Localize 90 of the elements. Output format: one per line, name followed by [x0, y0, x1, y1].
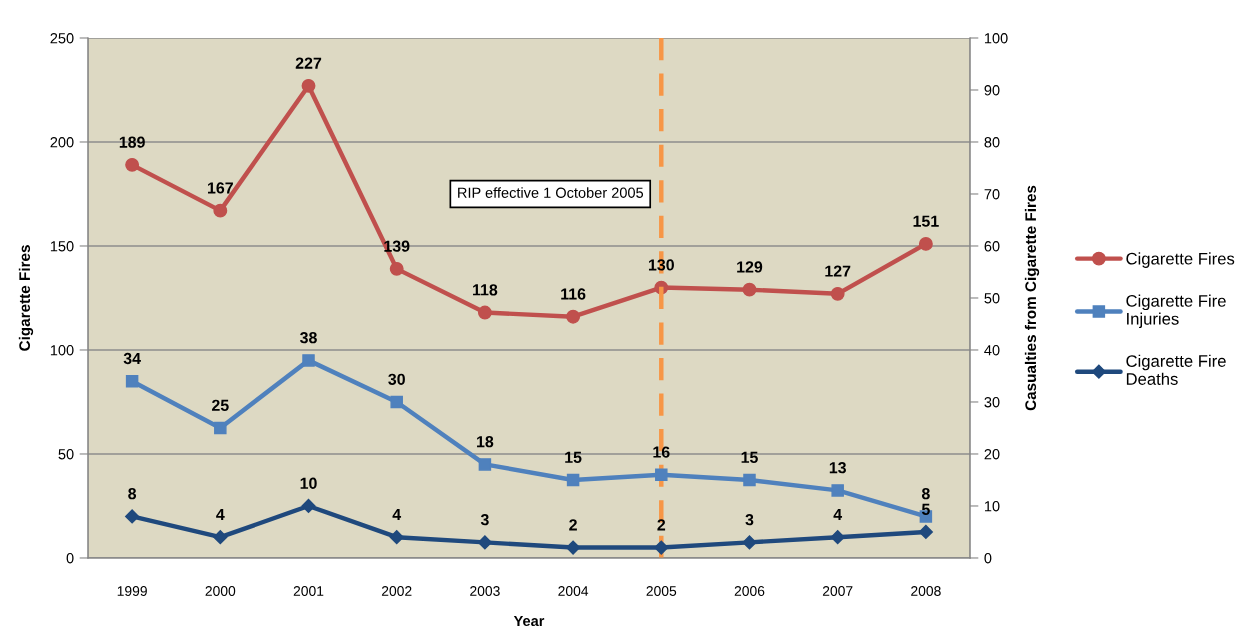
point [389, 261, 404, 276]
x-tick-label: 2008 [911, 586, 941, 596]
data-label: 116 [561, 288, 586, 300]
data-label: 3 [745, 514, 754, 526]
x-tick-label: 1999 [117, 586, 147, 596]
data-label: 129 [737, 261, 763, 273]
point [125, 374, 139, 388]
y2-tick-label: 10 [984, 501, 1000, 512]
data-label: 30 [388, 373, 405, 385]
point [742, 282, 757, 297]
x-tick-label: 2005 [646, 586, 677, 596]
data-label: 18 [477, 436, 494, 448]
data-label: 15 [565, 451, 582, 463]
x-tick-label: 2000 [205, 586, 236, 596]
y2-axis-title: Casualties from Cigarette Fires [1024, 185, 1040, 411]
point [477, 535, 492, 550]
point [566, 473, 580, 487]
point [830, 530, 845, 545]
point [830, 286, 845, 301]
point [478, 458, 492, 471]
point [125, 509, 140, 524]
legend-label: Cigarette Fire Injuries [1126, 294, 1226, 329]
y-axis-title: Cigarette Fires [18, 245, 34, 351]
data-label: 2 [657, 519, 666, 531]
point [301, 78, 316, 93]
data-label: 5 [921, 503, 930, 515]
legend-label: Cigarette Fire Deaths [1126, 354, 1226, 385]
y2-tick-label: 70 [984, 189, 1000, 200]
x-tick-label: 2003 [470, 586, 500, 596]
y-tick-label: 250 [50, 33, 74, 44]
data-label: 4 [392, 508, 402, 520]
data-label: 4 [833, 508, 843, 520]
data-label: 4 [216, 508, 225, 520]
point [389, 530, 404, 545]
y-tick-label: 50 [58, 449, 74, 460]
data-label: 189 [119, 136, 145, 148]
point [566, 309, 581, 324]
data-label: 13 [829, 462, 846, 474]
point [566, 540, 581, 555]
point [477, 305, 492, 320]
point [301, 498, 316, 514]
x-axis-title: Year [513, 615, 545, 627]
point [742, 535, 757, 550]
y-tick-label: 200 [50, 137, 74, 148]
y2-tick-label: 80 [984, 137, 1000, 148]
data-label: 38 [299, 332, 317, 344]
point [918, 524, 933, 540]
data-label: 151 [913, 215, 939, 227]
y-tick-label: 150 [50, 241, 74, 252]
y2-tick-label: 60 [984, 241, 1000, 252]
data-label: 10 [300, 477, 317, 489]
y-tick-label: 100 [50, 345, 74, 356]
point [918, 236, 933, 251]
x-tick-label: 2002 [381, 586, 412, 596]
data-label: 25 [211, 399, 229, 411]
data-label: 127 [825, 265, 851, 277]
data-label: 8 [128, 488, 137, 500]
point [831, 484, 844, 497]
data-label: 34 [123, 352, 141, 365]
point [390, 395, 403, 409]
y2-tick-label: 20 [984, 449, 1000, 460]
data-label: 16 [653, 446, 670, 458]
y2-tick-label: 0 [984, 553, 992, 564]
point [213, 203, 228, 218]
data-label: 8 [921, 488, 930, 500]
data-label: 227 [295, 57, 322, 69]
point [213, 530, 228, 545]
y2-tick-label: 50 [984, 293, 1000, 304]
y2-tick-label: 100 [984, 33, 1008, 44]
point [214, 421, 227, 435]
x-tick-label: 2006 [734, 586, 765, 596]
y2-tick-label: 90 [984, 85, 1000, 96]
x-tick-label: 2001 [293, 586, 324, 596]
data-label: 3 [480, 514, 489, 526]
x-tick-label: 2007 [822, 586, 853, 596]
ref-line-label: RIP effective 1 October 2005 [458, 187, 644, 198]
y2-tick-label: 40 [984, 345, 1000, 356]
point [655, 468, 668, 482]
data-label: 118 [473, 284, 498, 296]
point [743, 473, 756, 487]
x-tick-label: 2004 [558, 586, 589, 596]
point [302, 354, 315, 367]
y2-tick-label: 30 [984, 397, 1000, 408]
point [125, 157, 140, 172]
data-label: 2 [569, 519, 577, 531]
legend-label: Cigarette Fires [1126, 252, 1235, 268]
data-label: 167 [208, 182, 233, 194]
y-tick-label: 0 [66, 553, 74, 564]
point [654, 540, 669, 555]
data-label: 15 [741, 451, 758, 463]
